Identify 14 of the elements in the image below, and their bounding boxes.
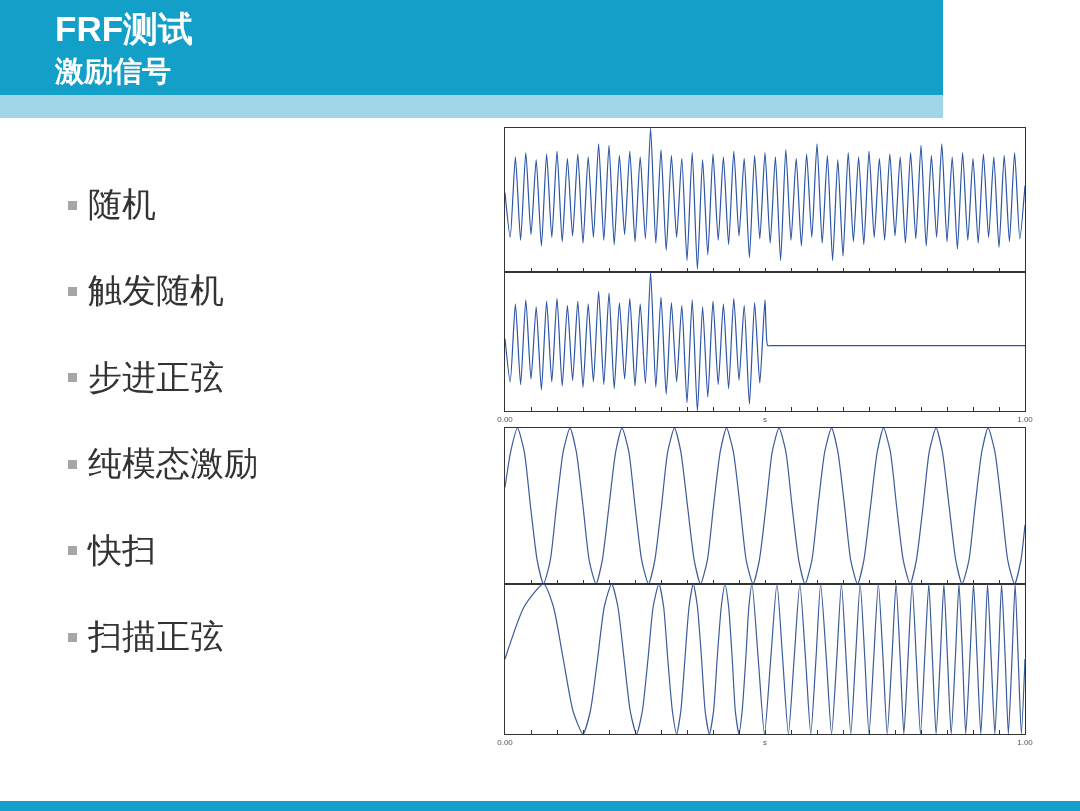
text: 纯模态激励 — [88, 444, 258, 485]
text: 步进正弦 — [88, 357, 224, 398]
x-axis-title: s — [763, 738, 767, 747]
x-tick-label: 1.00 — [1017, 737, 1034, 747]
text: 激励信号 — [55, 54, 171, 89]
x-tick-label: 0.00 — [497, 737, 514, 747]
x-axis-title: s — [763, 415, 767, 424]
x-tick-label: 0.00 — [497, 414, 514, 424]
x-tick-label: 1.00 — [1017, 414, 1034, 424]
text: 扫描正弦 — [88, 617, 224, 657]
text: 随机 — [88, 185, 156, 225]
text: 触发随机 — [88, 271, 224, 312]
text: 快扫 — [88, 530, 156, 571]
text: FRF测试 — [55, 8, 194, 50]
